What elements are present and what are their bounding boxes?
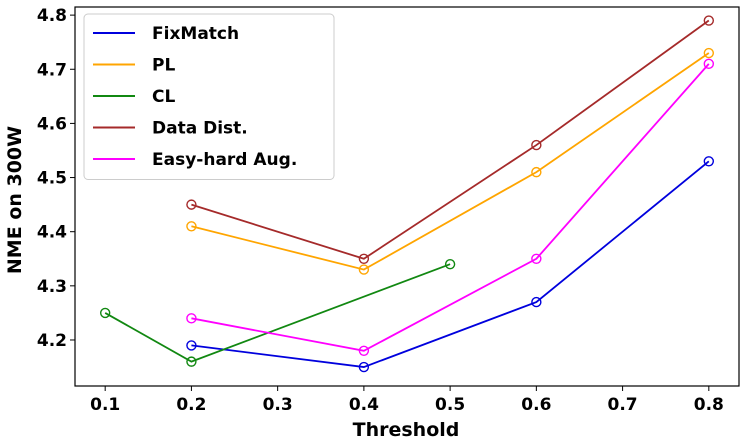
y-axis-title: NME on 300W (4, 126, 26, 274)
plot-area (74, 6, 740, 387)
legend-item-easy-hard-aug: Easy-hard Aug. (93, 150, 297, 170)
data-point-pl (703, 47, 715, 59)
x-tick-label: 0.5 (435, 395, 465, 415)
x-tick-label: 0.6 (521, 395, 551, 415)
data-point-data-dist (186, 199, 197, 210)
legend-label: PL (152, 56, 175, 76)
data-point-fixmatch (186, 340, 197, 351)
y-tick-label: 4.8 (37, 6, 67, 26)
series-fixmatch (186, 156, 715, 373)
data-point-cl (186, 356, 197, 367)
x-axis-ticks: 0.1 0.2 0.3 0.4 0.5 0.6 0.7 0.8 (90, 386, 724, 415)
data-point-fixmatch (703, 156, 715, 167)
series-line-easy-hard-aug (191, 63, 710, 352)
data-point-fixmatch (531, 296, 542, 308)
y-tick-label: 4.3 (37, 277, 67, 297)
series-line-pl (191, 52, 710, 271)
data-point-data-dist (531, 139, 542, 151)
series-line-fixmatch (191, 160, 710, 368)
legend-item-pl: PL (93, 56, 175, 76)
x-tick-label: 0.8 (694, 395, 724, 415)
series-data-dist (186, 15, 715, 264)
x-axis-title: Threshold (353, 419, 460, 441)
data-point-cl (99, 307, 111, 319)
data-point-fixmatch (358, 361, 370, 373)
data-point-pl (358, 264, 370, 275)
series-layer (99, 15, 715, 373)
legend-label: FixMatch (152, 24, 239, 44)
y-tick-label: 4.7 (37, 60, 67, 80)
x-tick-label: 0.1 (90, 395, 120, 415)
legend-box (83, 13, 335, 180)
series-line-cl (104, 263, 451, 363)
y-tick-label: 4.2 (37, 331, 67, 351)
x-tick-label: 0.3 (263, 395, 293, 415)
data-point-data-dist (703, 15, 715, 26)
data-point-cl (444, 258, 456, 270)
data-point-easy-hard-aug (531, 253, 542, 264)
series-pl (186, 47, 715, 275)
y-tick-label: 4.4 (37, 223, 67, 243)
plot-frame (74, 6, 740, 387)
legend-item-data-dist: Data Dist. (93, 119, 248, 139)
legend-item-cl: CL (93, 87, 175, 107)
y-tick-label: 4.6 (37, 114, 67, 134)
x-tick-label: 0.7 (608, 395, 638, 415)
data-point-easy-hard-aug (358, 345, 370, 357)
data-point-easy-hard-aug (186, 313, 197, 324)
legend-label: CL (152, 87, 175, 107)
x-tick-label: 0.4 (349, 395, 379, 415)
legend-label: Data Dist. (152, 119, 248, 139)
y-axis-ticks: 4.2 4.3 4.4 4.5 4.6 4.7 4.8 (37, 6, 75, 351)
series-line-data-dist (191, 19, 710, 260)
legend: FixMatch PL CL Data Dist. Easy-hard Aug. (83, 13, 335, 180)
legend-item-fixmatch: FixMatch (93, 24, 239, 44)
legend-label: Easy-hard Aug. (152, 150, 297, 170)
x-tick-label: 0.2 (176, 395, 206, 415)
data-point-easy-hard-aug (703, 58, 715, 70)
data-point-pl (186, 221, 197, 232)
data-point-pl (531, 166, 542, 178)
data-point-data-dist (358, 253, 370, 264)
series-easy-hard-aug (186, 58, 715, 357)
series-cl (99, 258, 456, 367)
y-tick-label: 4.5 (37, 169, 67, 189)
